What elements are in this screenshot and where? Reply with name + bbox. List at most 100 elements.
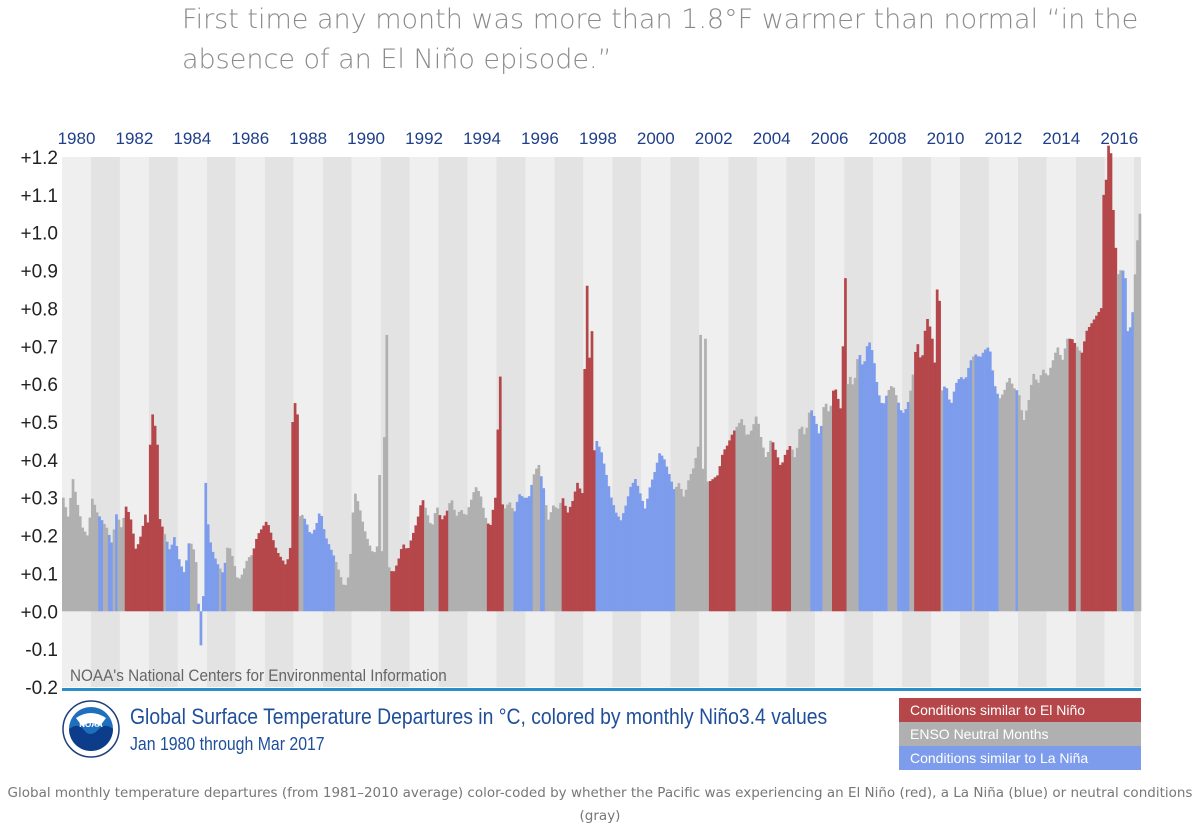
bar (593, 450, 596, 612)
bar (897, 402, 900, 612)
bar (539, 476, 543, 612)
bar (354, 493, 357, 612)
bar (759, 437, 763, 612)
bar (786, 449, 789, 612)
bar (803, 434, 806, 612)
bar (692, 468, 695, 612)
bar (578, 488, 582, 612)
bar (749, 430, 753, 612)
bar (325, 538, 328, 612)
bar (95, 512, 99, 612)
bar (115, 514, 118, 612)
bar (247, 557, 251, 612)
bar (356, 501, 360, 612)
x-tick-label: 1994 (463, 129, 501, 148)
x-tick-label: 2014 (1042, 129, 1080, 148)
bar (911, 374, 915, 612)
bar (711, 479, 715, 612)
bar (378, 475, 381, 612)
bar (1102, 194, 1106, 612)
bar (976, 356, 980, 612)
bar (177, 559, 181, 612)
bar (525, 497, 529, 612)
bar (117, 519, 121, 612)
bar (66, 516, 70, 612)
bar (93, 504, 97, 612)
bar (1099, 308, 1103, 612)
bar (351, 512, 355, 612)
bar (626, 496, 630, 612)
bar (844, 278, 847, 612)
bar (1066, 338, 1069, 612)
bar (650, 479, 654, 612)
bar (829, 405, 833, 612)
bar (595, 440, 599, 612)
x-tick-label: 1996 (521, 129, 559, 148)
x-tick-label: 1992 (405, 129, 443, 148)
bar (706, 481, 710, 612)
bar (489, 524, 492, 612)
bar (267, 525, 270, 612)
x-tick-label: 1984 (173, 129, 211, 148)
bar (810, 410, 814, 612)
bar (549, 512, 553, 612)
bar (122, 517, 126, 612)
bar (778, 464, 782, 612)
bar (544, 505, 548, 612)
bar (1128, 327, 1132, 612)
legend-item-neutral: ENSO Neutral Months (899, 722, 1141, 746)
bar (105, 527, 109, 612)
x-tick-label: 2006 (811, 129, 849, 148)
bar (124, 506, 128, 612)
bar (730, 434, 734, 612)
bar (390, 571, 393, 612)
bar (1097, 311, 1101, 612)
bar (112, 529, 116, 612)
bar (559, 502, 562, 612)
bar (503, 508, 507, 612)
bar (689, 474, 693, 612)
bar (588, 357, 591, 612)
bar (1027, 399, 1031, 612)
bar (431, 524, 435, 612)
bar (552, 505, 555, 612)
bar (189, 543, 193, 612)
chart-title: Global Surface Temperature Departures in… (130, 704, 828, 729)
bar (863, 361, 867, 612)
bar (1136, 240, 1139, 612)
bar (165, 541, 169, 612)
x-tick-label: 1986 (231, 129, 269, 148)
x-tick-label: 2008 (869, 129, 907, 148)
bar (119, 527, 123, 612)
bar (455, 515, 459, 612)
bar (991, 370, 995, 612)
bar (412, 532, 415, 612)
x-tick-label: 2016 (1100, 129, 1138, 148)
bar (228, 548, 232, 612)
bar (561, 498, 565, 612)
bar (742, 425, 746, 612)
bar (752, 424, 756, 612)
bar (663, 459, 666, 612)
bar (141, 525, 145, 612)
legend-item-el-nino: Conditions similar to El Niño (899, 698, 1141, 722)
bar (993, 386, 997, 612)
bar (718, 466, 722, 612)
bar (373, 552, 377, 612)
headline: First time any month was more than 1.8°F… (182, 4, 1139, 75)
bar (776, 457, 780, 612)
bar (1085, 330, 1089, 612)
bar (979, 356, 982, 612)
bar (257, 533, 261, 612)
bar (694, 458, 698, 612)
bar (583, 369, 587, 612)
y-tick-label: +0.7 (20, 337, 58, 358)
bar (547, 519, 550, 612)
bar (836, 398, 840, 612)
bar (774, 449, 777, 612)
bar (576, 482, 579, 612)
bar (310, 533, 314, 612)
bar (308, 532, 311, 612)
bar (568, 506, 572, 612)
bar (344, 584, 348, 612)
